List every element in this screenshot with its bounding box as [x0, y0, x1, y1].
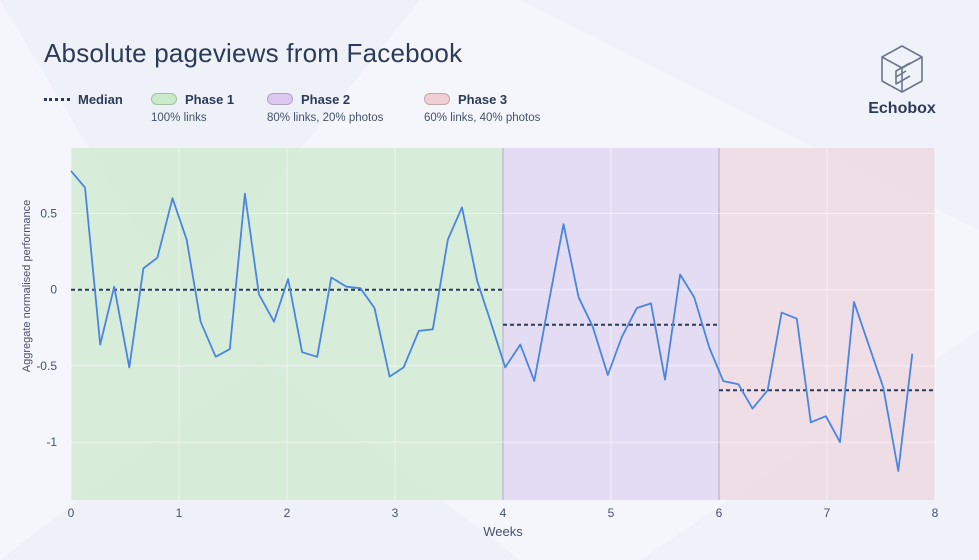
y-tick-label: -1 — [46, 435, 57, 449]
phase-1-swatch — [151, 93, 177, 105]
median-dashed-line-swatch — [44, 97, 70, 101]
legend-item-phase-3: Phase 3 60% links, 40% photos — [424, 90, 540, 124]
y-tick-label: 0 — [50, 283, 57, 297]
legend-sublabel-phase-2: 80% links, 20% photos — [267, 112, 384, 124]
brand-block: Echobox — [862, 44, 942, 124]
series-line — [70, 170, 914, 472]
phase-3-swatch — [424, 93, 450, 105]
x-axis-title: Weeks — [483, 524, 523, 539]
x-tick-label: 6 — [716, 506, 723, 520]
x-tick-label: 4 — [500, 506, 507, 520]
legend-sublabel-phase-1: 100% links — [151, 112, 207, 124]
echobox-logo-icon — [881, 45, 923, 93]
legend-item-median: Median — [44, 90, 123, 108]
legend-label-phase-1: Phase 1 — [185, 91, 235, 107]
x-tick-label: 7 — [824, 506, 831, 520]
x-tick-label: 5 — [608, 506, 615, 520]
x-tick-label: 3 — [392, 506, 399, 520]
x-tick-label: 8 — [932, 506, 939, 520]
legend-label-phase-3: Phase 3 — [458, 91, 508, 107]
legend-label-phase-2: Phase 2 — [301, 91, 351, 107]
y-axis-title: Aggregate normalised performance — [21, 200, 33, 372]
y-tick-label: 0.5 — [40, 207, 57, 221]
legend-label-median: Median — [78, 91, 123, 107]
x-tick-label: 0 — [68, 506, 75, 520]
y-tick-label: -0.5 — [36, 359, 57, 373]
x-tick-label: 1 — [176, 506, 183, 520]
legend-sublabel-phase-3: 60% links, 40% photos — [424, 112, 541, 124]
legend: Median Phase 1 100% links Phase 2 80% li… — [44, 90, 664, 130]
brand-name: Echobox — [868, 100, 936, 117]
phase-2-swatch — [267, 93, 293, 105]
legend-item-phase-1: Phase 1 100% links — [151, 90, 234, 124]
legend-item-phase-2: Phase 2 80% links, 20% photos — [267, 90, 383, 124]
chart-title: Absolute pageviews from Facebook — [44, 38, 463, 68]
x-tick-label: 2 — [284, 506, 291, 520]
